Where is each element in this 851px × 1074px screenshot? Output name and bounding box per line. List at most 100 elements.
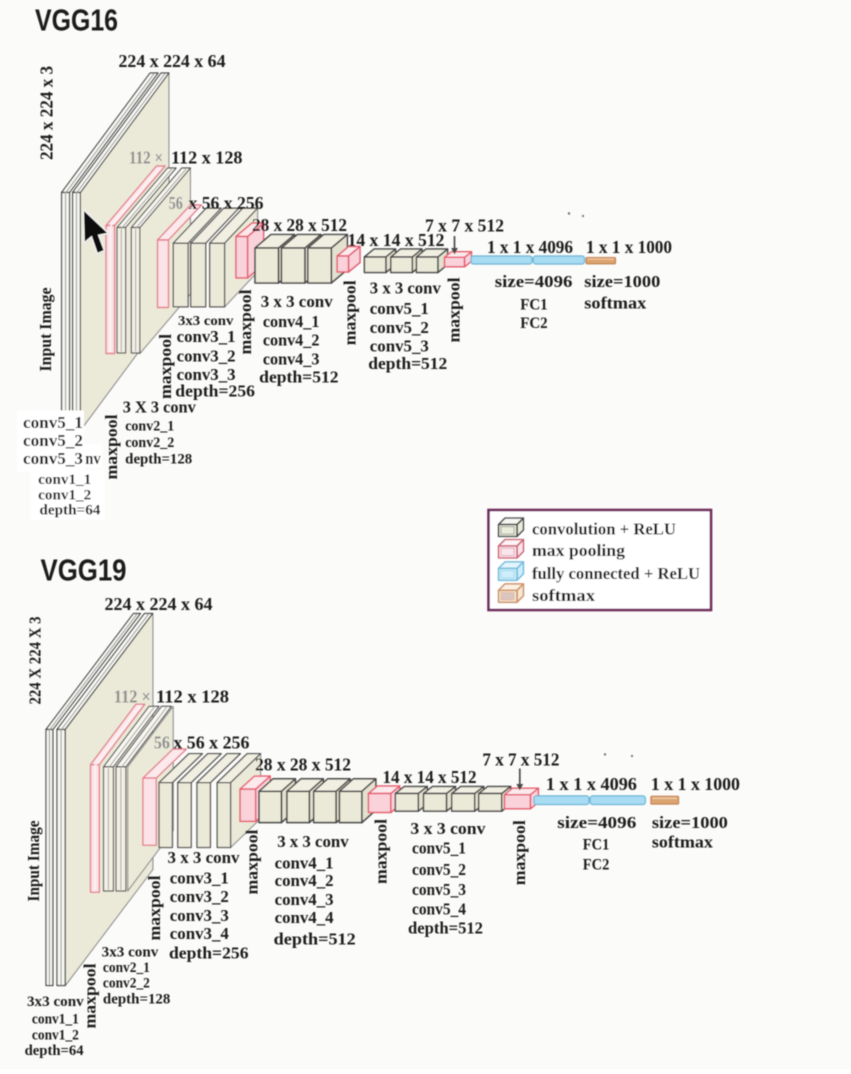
svg-text:conv3_3: conv3_3	[177, 365, 236, 384]
svg-text:1 x 1 x 1000: 1 x 1 x 1000	[651, 774, 740, 794]
svg-text:VGG19: VGG19	[41, 553, 127, 588]
svg-text:conv5_1: conv5_1	[412, 839, 466, 858]
svg-text:1 x 1 x 4096: 1 x 1 x 4096	[487, 237, 573, 257]
svg-text:conv2_2: conv2_2	[125, 435, 174, 451]
svg-text:maxpool: maxpool	[510, 820, 529, 885]
svg-text:depth=128: depth=128	[125, 452, 192, 468]
svg-text:depth=64: depth=64	[25, 1043, 84, 1059]
svg-text:depth=512: depth=512	[368, 354, 447, 373]
svg-text:max pooling: max pooling	[532, 541, 626, 560]
svg-text:softmax: softmax	[532, 586, 596, 605]
svg-text:28 x 28 x 512: 28 x 28 x 512	[255, 755, 351, 775]
svg-text:conv5_3: conv5_3	[370, 337, 429, 356]
svg-text:nv: nv	[85, 449, 101, 468]
svg-text:conv5_1: conv5_1	[23, 413, 83, 432]
svg-text:3x3 conv: 3x3 conv	[102, 945, 159, 961]
svg-text:convolution + ReLU: convolution + ReLU	[532, 520, 676, 539]
svg-text:7 x 7 x 512: 7 x 7 x 512	[425, 216, 504, 236]
svg-text:3 x 3 conv: 3 x 3 conv	[410, 819, 486, 838]
svg-text:224 x 224 x 64: 224 x 224 x 64	[105, 594, 213, 614]
svg-text:maxpool: maxpool	[102, 414, 121, 479]
svg-text:conv4_4: conv4_4	[275, 908, 334, 927]
svg-text:maxpool: maxpool	[156, 334, 175, 399]
svg-text:conv5_2: conv5_2	[23, 431, 83, 450]
svg-text:conv3_2: conv3_2	[177, 347, 236, 366]
svg-text:conv1_2: conv1_2	[38, 488, 91, 504]
svg-text:depth=512: depth=512	[408, 919, 483, 938]
svg-text:maxpool: maxpool	[145, 875, 164, 940]
svg-text:3 x 3 conv: 3 x 3 conv	[370, 279, 441, 298]
svg-text:224 x 224 x 64: 224 x 224 x 64	[119, 51, 226, 71]
svg-text:conv2_1: conv2_1	[125, 419, 174, 435]
svg-text:3x3 conv: 3x3 conv	[27, 994, 84, 1010]
svg-text:conv3_3: conv3_3	[170, 906, 229, 925]
svg-text:conv3_1: conv3_1	[177, 327, 236, 346]
svg-text:softmax: softmax	[652, 833, 714, 852]
svg-text:conv4_1: conv4_1	[275, 854, 334, 873]
svg-text:conv2_2: conv2_2	[103, 976, 150, 992]
svg-text:Input Image: Input Image	[24, 820, 43, 901]
svg-text:conv4_3: conv4_3	[275, 890, 334, 909]
svg-text:1 x 1 x 4096: 1 x 1 x 4096	[546, 774, 637, 794]
svg-text:conv1_1: conv1_1	[32, 1012, 79, 1028]
svg-text:conv5_2: conv5_2	[412, 860, 466, 879]
svg-text:conv3_2: conv3_2	[170, 887, 229, 906]
svg-text:FC2: FC2	[520, 315, 548, 332]
svg-text:depth=64: depth=64	[39, 503, 100, 519]
svg-text:conv3_4: conv3_4	[170, 924, 229, 943]
svg-text:conv4_2: conv4_2	[275, 871, 334, 890]
svg-text:3 x 3 conv: 3 x 3 conv	[277, 832, 349, 851]
svg-text:x 56 x 256: x 56 x 256	[189, 193, 264, 213]
svg-text:size=4096: size=4096	[495, 272, 573, 291]
svg-text:3 x 3 conv: 3 x 3 conv	[168, 848, 240, 867]
svg-text:3x3 conv: 3x3 conv	[178, 314, 233, 329]
svg-text:FC2: FC2	[583, 857, 610, 874]
svg-text:size=1000: size=1000	[584, 272, 660, 291]
svg-text:224 X 224 X 3: 224 X 224 X 3	[26, 617, 45, 705]
svg-text:conv5_2: conv5_2	[370, 318, 429, 337]
svg-text:conv2_1: conv2_1	[103, 960, 150, 976]
svg-text:3 X 3 conv: 3 X 3 conv	[123, 398, 196, 417]
svg-text:112 x 128: 112 x 128	[156, 687, 229, 707]
svg-text:depth=512: depth=512	[274, 930, 356, 949]
svg-text:conv5_3: conv5_3	[412, 880, 466, 899]
svg-text:224 x 224 x 3: 224 x 224 x 3	[37, 66, 57, 160]
svg-text:3 x 3 conv: 3 x 3 conv	[261, 292, 333, 311]
svg-text:7 x 7 x 512: 7 x 7 x 512	[482, 750, 559, 770]
svg-text:VGG16: VGG16	[35, 3, 118, 38]
svg-text:conv1_1: conv1_1	[38, 472, 91, 488]
svg-text:14 x 14 x 512: 14 x 14 x 512	[383, 767, 477, 787]
svg-text:depth=256: depth=256	[175, 382, 255, 401]
svg-text:conv5_3: conv5_3	[23, 449, 83, 468]
svg-text:FC1: FC1	[520, 297, 548, 314]
svg-text:conv3_1: conv3_1	[170, 869, 229, 888]
svg-text:conv4_1: conv4_1	[263, 312, 320, 331]
svg-text:conv1_2: conv1_2	[32, 1028, 79, 1044]
svg-text:28 x 28 x 512: 28 x 28 x 512	[252, 215, 347, 235]
svg-text:maxpool: maxpool	[341, 280, 360, 345]
svg-text:maxpool: maxpool	[444, 277, 463, 342]
svg-text:maxpool: maxpool	[372, 819, 391, 884]
svg-text:size=1000: size=1000	[652, 813, 728, 832]
svg-text:FC1: FC1	[583, 837, 610, 854]
svg-text:depth=512: depth=512	[259, 368, 338, 387]
svg-text:56: 56	[154, 733, 170, 753]
svg-text:112 ×: 112 ×	[129, 148, 163, 168]
svg-text:Input Image: Input Image	[36, 287, 55, 371]
svg-text:56: 56	[169, 193, 183, 213]
svg-text:conv5_1: conv5_1	[370, 299, 429, 318]
svg-text:size=4096: size=4096	[557, 813, 636, 832]
svg-text:maxpool: maxpool	[236, 289, 255, 354]
svg-text:maxpool: maxpool	[243, 829, 262, 894]
svg-text:x 56 x 256: x 56 x 256	[173, 733, 249, 753]
svg-text:conv4_3: conv4_3	[263, 350, 320, 369]
svg-text:1 x 1 x 1000: 1 x 1 x 1000	[586, 237, 672, 257]
svg-text:softmax: softmax	[584, 294, 647, 313]
svg-text:14 x 14 x 512: 14 x 14 x 512	[348, 230, 445, 250]
svg-text:conv5_4: conv5_4	[412, 900, 466, 919]
svg-text:depth=128: depth=128	[103, 992, 170, 1008]
svg-text:fully connected + ReLU: fully connected + ReLU	[532, 564, 700, 583]
svg-text:depth=256: depth=256	[169, 944, 249, 963]
svg-text:112 ×: 112 ×	[114, 687, 151, 707]
svg-text:112 x 128: 112 x 128	[171, 148, 243, 168]
